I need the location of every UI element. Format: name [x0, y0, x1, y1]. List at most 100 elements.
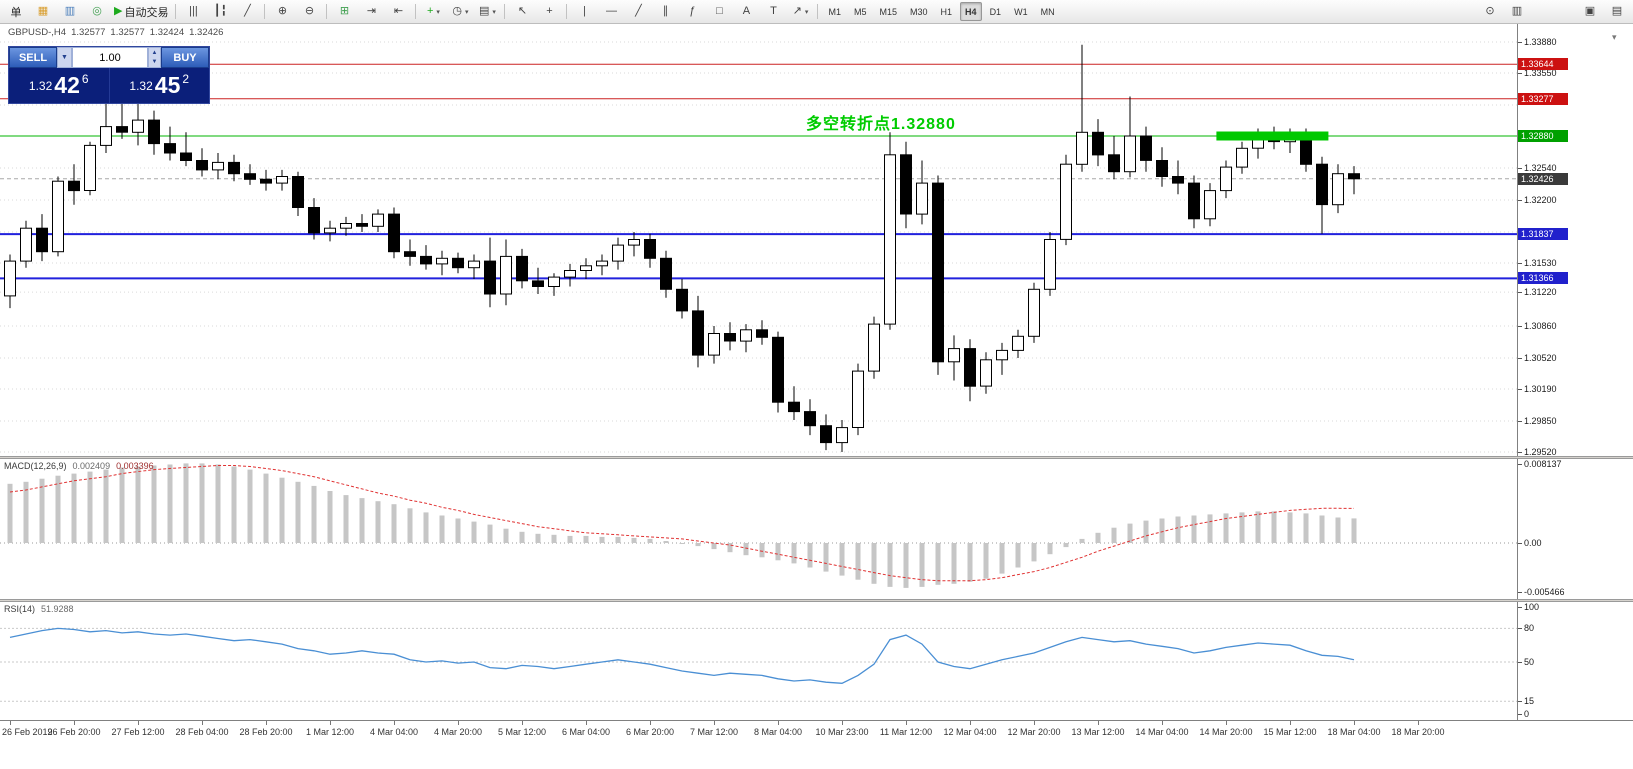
time-tick [778, 721, 779, 725]
time-label: 12 Mar 20:00 [1007, 727, 1061, 737]
rsi-axis-label: 100 [1524, 602, 1540, 612]
time-label: 26 Feb 2019 [2, 727, 53, 737]
rsi-plot[interactable] [0, 602, 1517, 720]
market-watch-icon[interactable]: ▥ [57, 1, 83, 23]
add-indicator-button-dropdown-icon[interactable]: ▾ [436, 8, 440, 16]
text-icon-glyph: A [742, 5, 751, 17]
navigator-icon[interactable]: ◎ [84, 1, 110, 23]
bars-chart-icon[interactable]: ||| [180, 1, 206, 23]
time-axis[interactable]: 26 Feb 2019 26 Feb 20:00 27 Feb 12:00 28 Fe… [0, 720, 1633, 742]
timeframe-m30-button[interactable]: M30 [910, 6, 928, 17]
resistance-zone-object[interactable] [1216, 131, 1329, 141]
price-badge: 1.32426 [1518, 173, 1568, 185]
auto-scroll-icon[interactable]: ⇥ [358, 1, 384, 23]
candles-chart-icon[interactable]: ┃╏ [207, 1, 233, 23]
autotrading-button-glyph: ▶ [114, 5, 123, 17]
macd-axis-label: 0.008137 [1524, 459, 1562, 469]
autotrading-button[interactable]: ▶ 自动交易 [111, 1, 171, 23]
new-order-button[interactable]: 单 [3, 1, 29, 23]
timeframe-h1-button[interactable]: H1 [940, 6, 953, 17]
time-tick [1162, 721, 1163, 725]
zoom-in-icon[interactable]: ⊕ [269, 1, 295, 23]
macd-header: MACD(12,26,9) 0.002409 0.003396 [4, 461, 154, 471]
periods-button-glyph: ◷ [452, 5, 463, 17]
restore-window-icon[interactable]: ▤ [1604, 1, 1630, 23]
sell-button[interactable]: SELL [9, 47, 57, 68]
arrows-icon[interactable]: ↗ ▾ [787, 1, 813, 23]
annotation-text[interactable]: 多空转折点1.32880 [806, 116, 956, 133]
vertical-line-icon[interactable]: | [571, 1, 597, 23]
shapes-icon[interactable]: □ [706, 1, 732, 23]
window-splitter[interactable] [0, 456, 1633, 459]
data-window-icon[interactable]: ▥ [1504, 1, 1530, 23]
horizontal-line-icon[interactable]: — [598, 1, 624, 23]
tile-windows-icon[interactable]: ⊞ [331, 1, 357, 23]
axis-tick [1518, 42, 1522, 43]
time-label: 28 Feb 04:00 [175, 727, 229, 737]
axis-tick [1518, 421, 1522, 422]
timeframe-w1-button[interactable]: W1 [1014, 6, 1028, 17]
toolbar-separator [326, 4, 328, 19]
sell-price[interactable]: 1.32 42 6 [9, 68, 109, 103]
timeframe-m5-button[interactable]: M5 [853, 6, 867, 17]
search-icon[interactable]: ⊙ [1477, 1, 1503, 23]
add-indicator-button[interactable]: + ▾ [420, 1, 446, 23]
periods-button-dropdown-icon[interactable]: ▾ [465, 8, 469, 16]
trendline-icon[interactable]: ╱ [625, 1, 651, 23]
zoom-out-icon[interactable]: ⊖ [296, 1, 322, 23]
buy-price-big: 45 [154, 72, 181, 98]
macd-axis: 0.008137 0.00 -0.005466 [1517, 459, 1633, 599]
spin-down-icon[interactable]: ▼ [151, 59, 158, 66]
text-label-icon-glyph: T [770, 5, 777, 17]
rsi-axis: 100 80 50 15 0 [1517, 602, 1633, 720]
timeframe-h4-button[interactable]: H4 [960, 2, 982, 21]
price-label: 1.32200 [1524, 195, 1557, 205]
chart-shift-icon[interactable]: ⇤ [385, 1, 411, 23]
arrows-icon-dropdown-icon[interactable]: ▾ [804, 8, 809, 16]
axis-tick [1518, 628, 1522, 629]
line-chart-icon[interactable]: ╱ [234, 1, 260, 23]
fibonacci-icon[interactable]: ƒ [679, 1, 705, 23]
price-badge: 1.31837 [1518, 228, 1568, 240]
text-label-icon[interactable]: T [760, 1, 786, 23]
time-tick [458, 721, 459, 725]
window-splitter[interactable] [0, 599, 1633, 602]
autotrading-button-label: 自动交易 [124, 6, 169, 19]
main-chart-plot[interactable] [0, 24, 1517, 456]
templates-button[interactable]: ▤ ▾ [474, 1, 500, 23]
axis-tick [1518, 464, 1522, 465]
chart-shift-icon-glyph: ⇤ [393, 5, 404, 17]
time-label: 15 Mar 12:00 [1263, 727, 1317, 737]
text-icon[interactable]: A [733, 1, 759, 23]
volume-stepper[interactable]: ▲ ▼ [148, 47, 161, 68]
axis-tick [1518, 326, 1522, 327]
timeframe-mn-button[interactable]: MN [1040, 6, 1055, 17]
channel-icon[interactable]: ∥ [652, 1, 678, 23]
timeframe-m1-button[interactable]: M1 [828, 6, 841, 17]
price-axis[interactable]: 1.33880 1.33550 1.32540 1.32200 1.31530 1.312… [1517, 24, 1633, 457]
rsi-label: RSI(14) [4, 604, 36, 614]
zoom-out-icon-glyph: ⊖ [304, 5, 315, 17]
price-badge: 1.31366 [1518, 272, 1568, 284]
scale-context-arrow-icon[interactable]: ▾ [1612, 32, 1617, 42]
cursor-icon[interactable]: ↖ [509, 1, 535, 23]
order-type-dropdown[interactable]: ▼ [57, 47, 72, 68]
charts-icon[interactable]: ▦ [30, 1, 56, 23]
buy-button[interactable]: BUY [161, 47, 209, 68]
cascade-windows-icon-glyph: ▣ [1584, 5, 1596, 17]
macd-plot[interactable] [0, 459, 1517, 599]
volume-input[interactable] [72, 47, 148, 68]
price-label: 1.30190 [1524, 384, 1557, 394]
buy-price[interactable]: 1.32 45 2 [108, 68, 210, 103]
spin-up-icon[interactable]: ▲ [151, 49, 158, 56]
time-label: 14 Mar 20:00 [1199, 727, 1253, 737]
toolbar-separator [415, 4, 417, 19]
cascade-windows-icon[interactable]: ▣ [1577, 1, 1603, 23]
timeframe-m15-button[interactable]: M15 [879, 6, 898, 17]
templates-button-dropdown-icon[interactable]: ▾ [492, 8, 496, 16]
timeframe-d1-button[interactable]: D1 [989, 6, 1002, 17]
crosshair-icon[interactable]: + [536, 1, 562, 23]
periods-button[interactable]: ◷ ▾ [447, 1, 473, 23]
level-lines[interactable] [0, 63, 1517, 280]
